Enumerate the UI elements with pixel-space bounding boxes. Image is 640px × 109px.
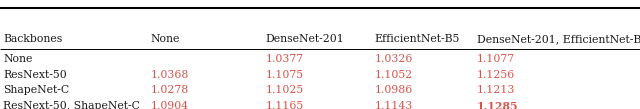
Text: None: None xyxy=(150,34,180,44)
Text: 1.1143: 1.1143 xyxy=(374,101,413,109)
Text: ShapeNet-C: ShapeNet-C xyxy=(3,85,69,95)
Text: 1.1077: 1.1077 xyxy=(477,54,515,64)
Text: 1.1052: 1.1052 xyxy=(374,70,413,80)
Text: DenseNet-201, EfficientNet-B5: DenseNet-201, EfficientNet-B5 xyxy=(477,34,640,44)
Text: 1.1025: 1.1025 xyxy=(266,85,304,95)
Text: 1.1285: 1.1285 xyxy=(477,101,518,109)
Text: EfficientNet-B5: EfficientNet-B5 xyxy=(374,34,460,44)
Text: 1.0986: 1.0986 xyxy=(374,85,413,95)
Text: DenseNet-201: DenseNet-201 xyxy=(266,34,344,44)
Text: ResNext-50: ResNext-50 xyxy=(3,70,67,80)
Text: 1.0278: 1.0278 xyxy=(150,85,189,95)
Text: 1.1213: 1.1213 xyxy=(477,85,515,95)
Text: ResNext-50, ShapeNet-C: ResNext-50, ShapeNet-C xyxy=(3,101,140,109)
Text: 1.0368: 1.0368 xyxy=(150,70,189,80)
Text: None: None xyxy=(3,54,33,64)
Text: 1.0377: 1.0377 xyxy=(266,54,304,64)
Text: 1.1165: 1.1165 xyxy=(266,101,304,109)
Text: 1.0326: 1.0326 xyxy=(374,54,413,64)
Text: Backbones: Backbones xyxy=(3,34,63,44)
Text: 1.1075: 1.1075 xyxy=(266,70,304,80)
Text: 1.0904: 1.0904 xyxy=(150,101,189,109)
Text: 1.1256: 1.1256 xyxy=(477,70,515,80)
